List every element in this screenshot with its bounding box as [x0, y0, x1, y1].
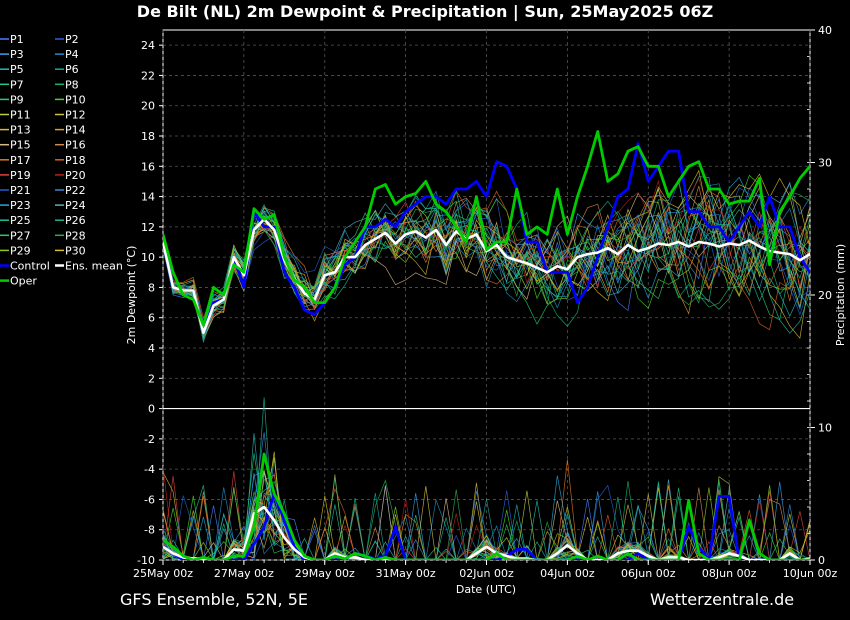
- tick-label-y-left: 6: [148, 312, 155, 325]
- tick-label-y-left: 8: [148, 281, 155, 294]
- legend-label: P20: [65, 169, 86, 182]
- legend-label: P18: [65, 154, 86, 167]
- legend-label: P24: [65, 199, 86, 212]
- legend-label: P19: [10, 169, 31, 182]
- tick-label-x: 04Jun 00z: [540, 567, 595, 580]
- legend-label: P6: [65, 63, 79, 76]
- tick-label-x: 06Jun 00z: [621, 567, 676, 580]
- tick-label-x: 10Jun 00z: [783, 567, 838, 580]
- legend-label: P25: [10, 214, 31, 227]
- tick-label-y-left: 10: [141, 251, 155, 264]
- tick-label-y-left: 18: [141, 130, 155, 143]
- legend-label: Ens. mean: [65, 260, 123, 273]
- tick-label-y-left: -10: [137, 554, 155, 567]
- series-line-oper-precip: [163, 452, 810, 560]
- legend-label: P11: [10, 109, 31, 122]
- tick-label-x: 08Jun 00z: [702, 567, 757, 580]
- legend-label: P22: [65, 184, 86, 197]
- legend-label: P23: [10, 199, 31, 212]
- legend-label: P10: [65, 93, 86, 106]
- series-line-oper: [163, 130, 810, 327]
- tick-label-x: 29May 00z: [295, 567, 355, 580]
- tick-label-y-left: -2: [144, 433, 155, 446]
- tick-label-y-left: 2: [148, 372, 155, 385]
- legend-label: P27: [10, 229, 31, 242]
- tick-label-y-left: 12: [141, 221, 155, 234]
- member-line-p16: [163, 185, 810, 336]
- member-precip-p7: [163, 470, 810, 560]
- tick-label-y-right: 0: [818, 554, 825, 567]
- member-line-p3: [163, 194, 810, 324]
- legend-label: P26: [65, 214, 86, 227]
- y-axis-label-left: 2m Dewpoint (°C): [125, 246, 138, 345]
- model-caption: GFS Ensemble, 52N, 5E: [120, 590, 308, 609]
- legend: P1 P2 P3 P4 P5 P6 P7 P8 P9 P10 P11 P12 P13 P14 P15 P16 P…: [0, 33, 123, 288]
- tick-label-x: 02Jun 00z: [459, 567, 514, 580]
- legend-label: P3: [10, 48, 24, 61]
- legend-label: P14: [65, 124, 86, 137]
- y-axis-label-right: Precipitation (mm): [834, 244, 847, 346]
- legend-label: P7: [10, 78, 24, 91]
- series-line-control: [163, 142, 810, 335]
- legend-label: P13: [10, 124, 31, 137]
- legend-label: P28: [65, 229, 86, 242]
- tick-label-y-left: 22: [141, 69, 155, 82]
- tick-label-y-left: 20: [141, 100, 155, 113]
- tick-label-y-left: 24: [141, 39, 155, 52]
- x-axis-label: Date (UTC): [456, 583, 516, 596]
- tick-label-y-left: 0: [148, 403, 155, 416]
- tick-label-y-left: -8: [144, 524, 155, 537]
- legend-label: P17: [10, 154, 31, 167]
- legend-label: P2: [65, 33, 79, 46]
- member-line-p28: [163, 191, 810, 340]
- legend-label: P21: [10, 184, 31, 197]
- chart-title: De Bilt (NL) 2m Dewpoint & Precipitation…: [136, 2, 714, 21]
- highlight-series: [163, 130, 810, 560]
- legend-label: Oper: [10, 275, 37, 288]
- tick-label-y-right: 30: [818, 157, 832, 170]
- legend-label: P1: [10, 33, 24, 46]
- tick-label-x: 25May 00z: [133, 567, 193, 580]
- source-caption: Wetterzentrale.de: [650, 590, 795, 609]
- tick-label-y-left: -6: [144, 493, 155, 506]
- ensemble-members: [163, 169, 810, 560]
- series-line-control-precip: [163, 492, 810, 560]
- tick-label-y-left: 16: [141, 160, 155, 173]
- legend-label: P30: [65, 244, 86, 257]
- tick-label-y-left: 4: [148, 342, 155, 355]
- legend-label: P29: [10, 244, 31, 257]
- legend-label: P4: [65, 48, 79, 61]
- legend-label: P15: [10, 139, 31, 152]
- tick-label-y-left: 14: [141, 191, 155, 204]
- tick-label-y-right: 20: [818, 289, 832, 302]
- legend-label: P16: [65, 139, 86, 152]
- legend-label: P9: [10, 93, 24, 106]
- legend-label: P5: [10, 63, 24, 76]
- legend-label: P12: [65, 109, 86, 122]
- legend-label: Control: [10, 260, 50, 273]
- tick-label-y-right: 10: [818, 422, 832, 435]
- tick-label-y-left: -4: [144, 463, 155, 476]
- legend-label: P8: [65, 78, 79, 91]
- tick-label-x: 27May 00z: [214, 567, 274, 580]
- member-precip-p30: [163, 451, 810, 560]
- tick-label-x: 31May 00z: [376, 567, 436, 580]
- tick-label-y-right: 40: [818, 24, 832, 37]
